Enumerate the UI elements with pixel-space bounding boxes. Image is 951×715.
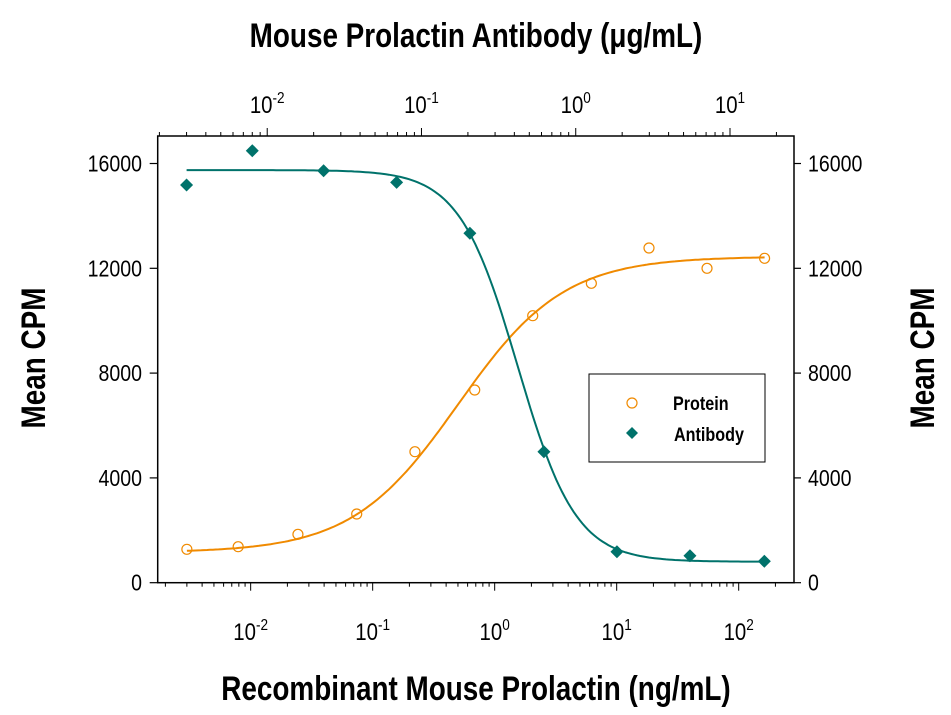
y2-tick-label: 4000 bbox=[808, 465, 852, 491]
axes: 10-2 10-1 100 101 102 10-2 10-1 100 101 0 0 4000 400… bbox=[88, 90, 863, 645]
antibody-data-point bbox=[610, 545, 624, 559]
y2-tick-label: 8000 bbox=[808, 361, 852, 387]
antibody-fit-curve bbox=[186, 169, 765, 563]
antibody-data-point bbox=[317, 164, 331, 178]
protein-data-point bbox=[232, 541, 244, 553]
top-axis-label: Mouse Prolactin Antibody (μg/mL) bbox=[250, 16, 703, 54]
protein-data-point bbox=[701, 262, 713, 274]
antibody-data-point bbox=[463, 226, 477, 240]
protein-data-point bbox=[643, 242, 655, 254]
legend-box bbox=[588, 373, 766, 463]
y2-tick-label: 0 bbox=[808, 570, 819, 596]
legend-protein-label: Protein bbox=[673, 393, 729, 415]
legend: Protein Antibody bbox=[588, 373, 766, 463]
x-tick-label: 10-1 bbox=[355, 617, 390, 645]
antibody-data-point bbox=[390, 175, 404, 189]
protein-fit-curve bbox=[186, 256, 765, 552]
x-axis-label: Recombinant Mouse Prolactin (ng/mL) bbox=[221, 669, 730, 707]
protein-data-point bbox=[469, 384, 481, 396]
antibody-data-point bbox=[537, 445, 551, 459]
protein-data-point bbox=[181, 543, 193, 555]
y-tick-label: 4000 bbox=[99, 465, 143, 491]
top-tick-label: 101 bbox=[715, 90, 745, 118]
y-tick-label: 8000 bbox=[99, 361, 143, 387]
x-tick-label: 10-2 bbox=[233, 617, 268, 645]
protein-data-point bbox=[758, 252, 771, 264]
plot-frame bbox=[156, 135, 795, 584]
antibody-data-point bbox=[757, 554, 771, 568]
y-axis-label: Mean CPM bbox=[14, 288, 52, 429]
y2-tick-label: 16000 bbox=[808, 151, 862, 177]
fit-curves bbox=[186, 169, 765, 563]
legend-antibody-marker bbox=[626, 427, 638, 439]
legend-antibody-label: Antibody bbox=[674, 424, 744, 446]
y-tick-label: 16000 bbox=[88, 151, 142, 177]
antibody-data-point bbox=[683, 549, 697, 563]
x-tick-label: 102 bbox=[724, 617, 754, 645]
y2-tick-label: 12000 bbox=[808, 256, 862, 282]
top-tick-label: 100 bbox=[561, 90, 591, 118]
protein-data-point bbox=[409, 446, 421, 458]
protein-data-point bbox=[585, 277, 597, 289]
antibody-data-point bbox=[245, 144, 259, 158]
top-tick-label: 10-2 bbox=[250, 90, 285, 118]
protein-data-point bbox=[292, 528, 304, 540]
data-points bbox=[180, 144, 771, 568]
x-tick-label: 101 bbox=[602, 617, 632, 645]
y-tick-label: 0 bbox=[131, 570, 142, 596]
y2-axis-label: Mean CPM bbox=[903, 288, 941, 429]
legend-protein-marker bbox=[626, 397, 638, 409]
x-tick-label: 100 bbox=[480, 617, 510, 645]
protein-data-point bbox=[351, 508, 363, 520]
top-tick-label: 10-1 bbox=[404, 90, 439, 118]
y-tick-label: 12000 bbox=[88, 256, 142, 282]
protein-data-point bbox=[527, 310, 539, 322]
antibody-data-point bbox=[180, 178, 194, 192]
